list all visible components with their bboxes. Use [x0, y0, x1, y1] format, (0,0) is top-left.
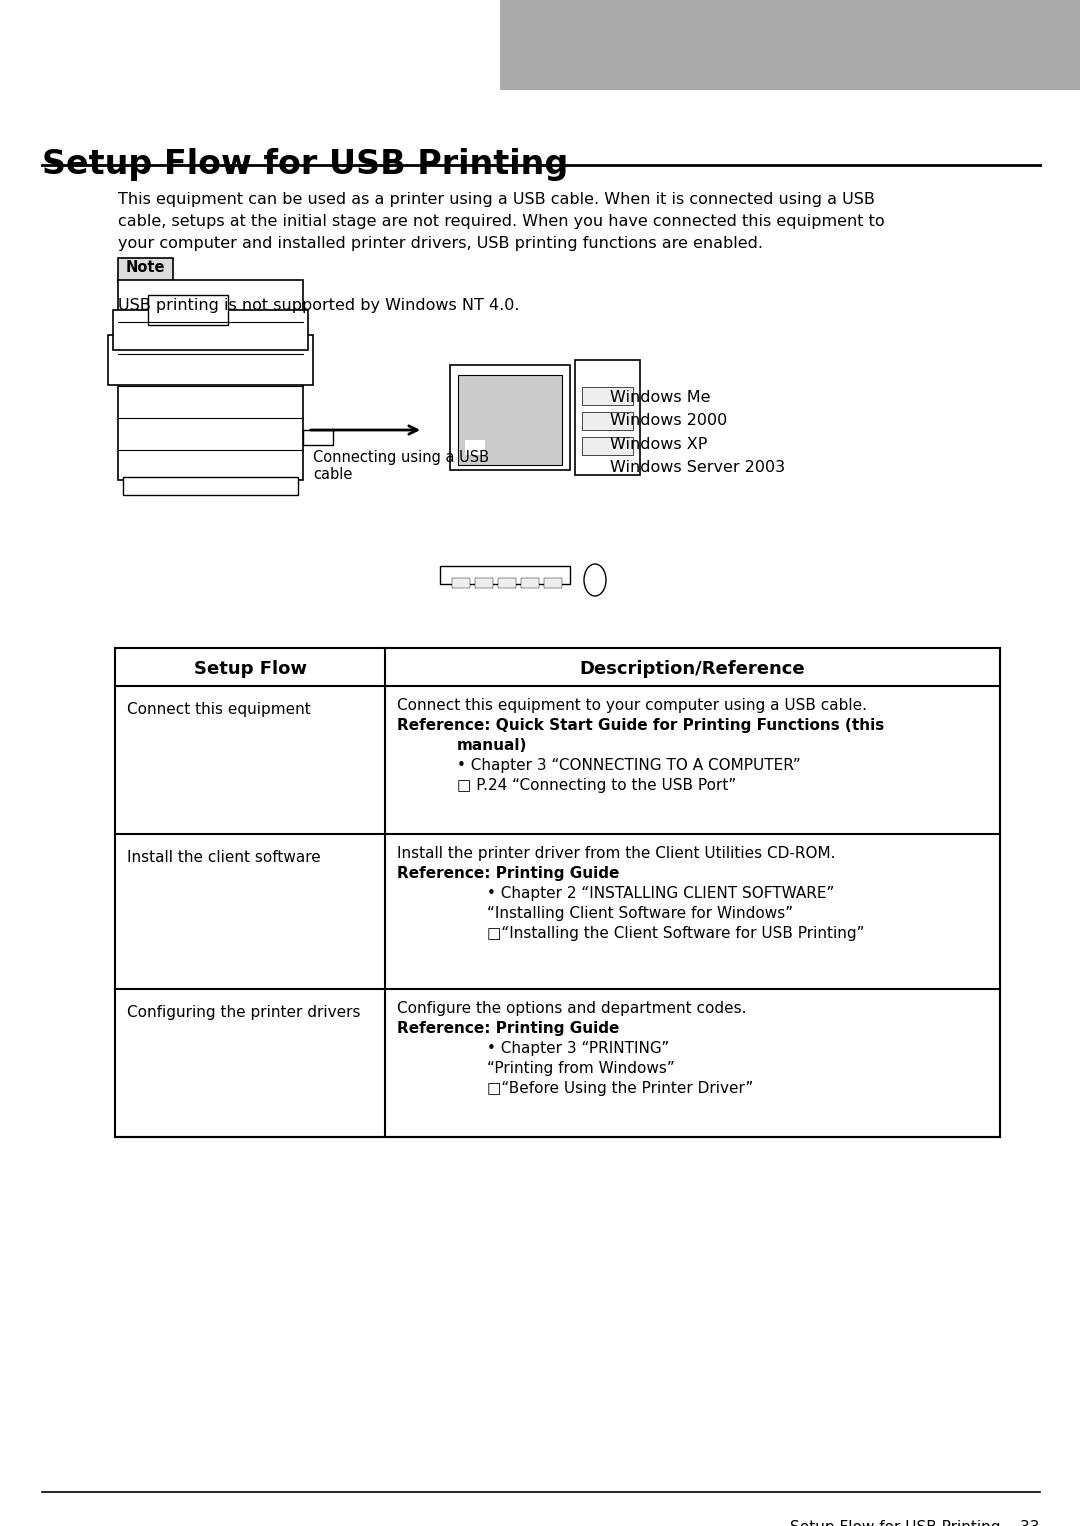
Bar	[303, 430, 333, 446]
Bar	[544, 578, 562, 588]
Text: • Chapter 3 “PRINTING”: • Chapter 3 “PRINTING”	[487, 1041, 670, 1056]
Text: Note: Note	[125, 259, 165, 275]
Text: Reference: Printing Guide: Reference: Printing Guide	[397, 865, 619, 881]
Bar	[450, 365, 570, 470]
Bar	[500, 0, 1080, 90]
Text: your computer and installed printer drivers, USB printing functions are enabled.: your computer and installed printer driv…	[118, 237, 762, 250]
Text: Connecting using a USB
cable: Connecting using a USB cable	[313, 450, 489, 482]
Text: “Installing Client Software for Windows”: “Installing Client Software for Windows”	[487, 906, 793, 922]
Bar	[108, 336, 313, 385]
Text: Connect this equipment: Connect this equipment	[127, 702, 311, 717]
Bar	[582, 388, 633, 404]
Text: Reference: Printing Guide: Reference: Printing Guide	[397, 1021, 619, 1036]
Text: □“Installing the Client Software for USB Printing”: □“Installing the Client Software for USB…	[487, 926, 864, 942]
Text: • Chapter 2 “INSTALLING CLIENT SOFTWARE”: • Chapter 2 “INSTALLING CLIENT SOFTWARE”	[487, 887, 835, 900]
Bar	[490, 574, 530, 580]
Bar	[498, 578, 516, 588]
Text: Connect this equipment to your computer using a USB cable.: Connect this equipment to your computer …	[397, 697, 867, 713]
Bar	[453, 578, 470, 588]
Bar	[118, 258, 173, 282]
Text: Windows Me
Windows 2000
Windows XP
Windows Server 2003: Windows Me Windows 2000 Windows XP Windo…	[610, 391, 785, 475]
Text: manual): manual)	[457, 739, 527, 752]
Bar	[148, 295, 228, 325]
Text: Install the printer driver from the Client Utilities CD-ROM.: Install the printer driver from the Clie…	[397, 845, 836, 861]
Text: Description/Reference: Description/Reference	[580, 661, 806, 678]
Text: Configuring the printer drivers: Configuring the printer drivers	[127, 1006, 361, 1019]
Text: cable, setups at the initial stage are not required. When you have connected thi: cable, setups at the initial stage are n…	[118, 214, 885, 229]
Bar	[123, 478, 298, 494]
Bar	[465, 439, 485, 455]
Bar	[575, 360, 640, 475]
Text: Configure the options and department codes.: Configure the options and department cod…	[397, 1001, 746, 1016]
Text: □“Before Using the Printer Driver”: □“Before Using the Printer Driver”	[487, 1080, 754, 1096]
Text: This equipment can be used as a printer using a USB cable. When it is connected : This equipment can be used as a printer …	[118, 192, 875, 208]
Text: • Chapter 3 “CONNECTING TO A COMPUTER”: • Chapter 3 “CONNECTING TO A COMPUTER”	[457, 758, 800, 774]
Bar	[114, 649, 1000, 1137]
Bar	[118, 279, 303, 481]
Text: “Printing from Windows”: “Printing from Windows”	[487, 1061, 675, 1076]
Bar	[475, 578, 492, 588]
Text: □ P.24 “Connecting to the USB Port”: □ P.24 “Connecting to the USB Port”	[457, 778, 737, 794]
Text: USB printing is not supported by Windows NT 4.0.: USB printing is not supported by Windows…	[118, 298, 519, 313]
Text: Setup Flow: Setup Flow	[193, 661, 307, 678]
Text: Setup Flow for USB Printing: Setup Flow for USB Printing	[42, 148, 568, 182]
Bar	[113, 310, 308, 349]
Bar	[485, 568, 535, 575]
Text: Install the client software: Install the client software	[127, 850, 321, 865]
Bar	[440, 566, 570, 584]
Bar	[582, 436, 633, 455]
Bar	[582, 412, 633, 430]
Ellipse shape	[584, 565, 606, 597]
Bar	[458, 375, 562, 465]
Bar	[521, 578, 539, 588]
Text: Reference: Quick Start Guide for Printing Functions (this: Reference: Quick Start Guide for Printin…	[397, 719, 885, 732]
Text: Setup Flow for USB Printing    33: Setup Flow for USB Printing 33	[791, 1520, 1040, 1526]
